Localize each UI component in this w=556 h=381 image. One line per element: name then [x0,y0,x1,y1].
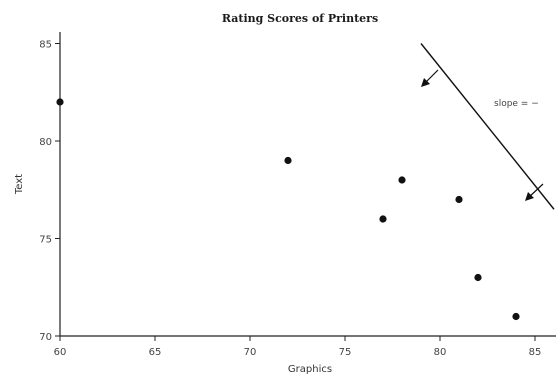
data-point-3 [379,215,387,223]
data-point-1 [56,98,64,106]
arrow-upper [421,69,439,87]
y-tick-label: 85 [39,40,52,51]
data-point-2 [284,156,292,165]
constraint-line [420,43,555,210]
x-tick-label: 70 [244,347,257,358]
slope-annotation: slope = − [494,99,539,109]
y-tick-label: 70 [39,332,52,343]
y-ticks: 70 75 80 85 [39,40,60,343]
constraint-line-group [420,43,555,210]
data-point-5 [455,195,463,204]
x-tick-label: 75 [339,347,352,358]
x-axis-label: Graphics [288,364,332,375]
y-tick-label: 80 [39,137,52,148]
chart-title: Rating Scores of Printers [222,12,378,25]
data-point-7 [512,312,520,321]
points-layer [56,98,520,321]
data-point-4 [398,176,406,184]
x-tick-label: 60 [54,347,67,358]
y-tick-label: 75 [39,235,52,246]
x-ticks: 60 65 70 75 80 85 [54,336,542,358]
y-axis-label-group: Text [14,174,25,195]
arrow-upper-head [421,78,430,87]
arrow-lower-head [525,192,534,201]
x-tick-label: 65 [149,347,162,358]
arrow-lower [525,183,544,201]
x-tick-label: 85 [529,347,542,358]
x-tick-label: 80 [434,347,447,358]
y-axis-label: Text [14,174,25,195]
data-point-6 [474,273,482,282]
